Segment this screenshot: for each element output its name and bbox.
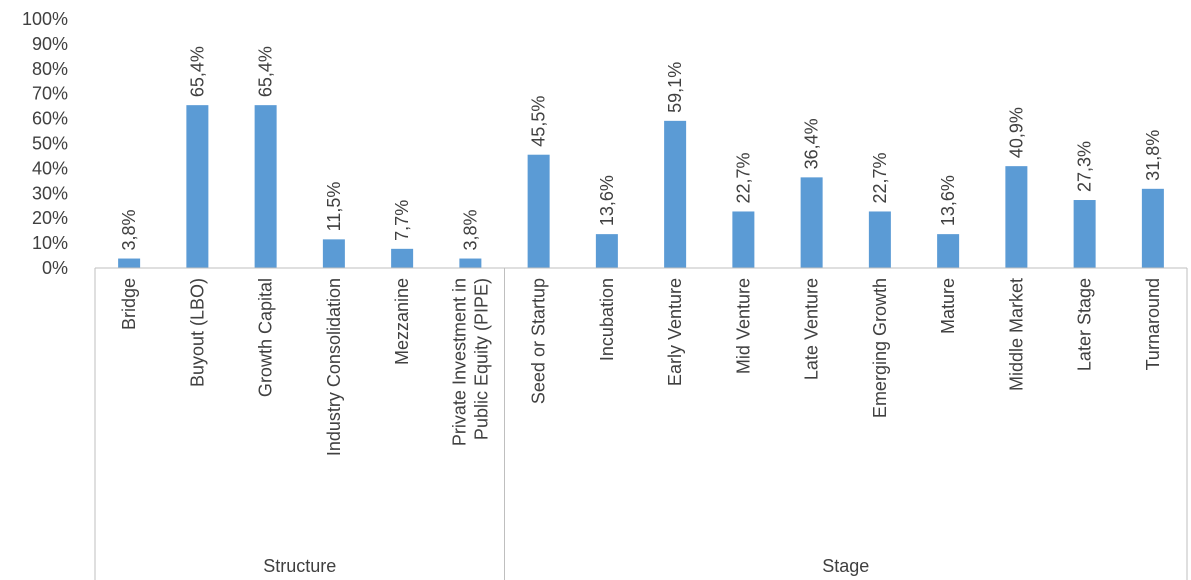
bar (1141, 188, 1164, 268)
data-label: 65,4% (256, 46, 276, 97)
y-tick-label: 90% (32, 34, 68, 54)
data-label: 45,5% (529, 96, 549, 147)
data-label: 22,7% (733, 152, 753, 203)
y-tick-label: 70% (32, 84, 68, 104)
group-labels: Structure Stage (263, 556, 869, 576)
category-label: Middle Market (1006, 278, 1026, 391)
data-label: 27,3% (1075, 141, 1095, 192)
y-tick-label: 100% (22, 9, 68, 29)
bar (937, 234, 960, 268)
data-label: 3,8% (460, 210, 480, 251)
category-label: Mature (938, 278, 958, 334)
y-tick-label: 20% (32, 208, 68, 228)
data-label: 13,6% (597, 175, 617, 226)
category-label: Seed or Startup (529, 278, 549, 404)
bar (186, 105, 209, 269)
category-label: Public Equity (PIPE) (471, 278, 491, 440)
category-label: Growth Capital (256, 278, 276, 397)
category-label: Early Venture (665, 278, 685, 386)
category-label: Turnaround (1143, 278, 1163, 370)
data-label: 13,6% (938, 175, 958, 226)
bar (118, 258, 141, 268)
bar (322, 239, 345, 268)
group-label: Structure (263, 556, 336, 576)
y-tick-label: 60% (32, 109, 68, 129)
data-label: 40,9% (1006, 107, 1026, 158)
category-label: Late Venture (802, 278, 822, 380)
category-label: Emerging Growth (870, 278, 890, 418)
y-tick-label: 10% (32, 233, 68, 253)
category-label: Later Stage (1075, 278, 1095, 371)
data-labels: 3,8% 65,4% 65,4% 11,5% 7,7% 3,8% 45,5% 13,6% 59,… (119, 46, 1163, 250)
bar (1073, 200, 1096, 268)
bar (732, 211, 755, 268)
y-axis: 0% 10% 20% 30% 40% 50% 60% 70% 80% 90% 100% (22, 9, 68, 278)
bar (664, 120, 687, 268)
data-label: 31,8% (1143, 130, 1163, 181)
y-tick-label: 50% (32, 134, 68, 154)
y-tick-label: 40% (32, 158, 68, 178)
category-labels: Bridge Buyout (LBO) Growth Capital Industry… (119, 278, 1163, 456)
data-label: 65,4% (187, 46, 207, 97)
data-label: 11,5% (324, 182, 344, 232)
category-label: Private Investment in (449, 278, 469, 446)
bars (118, 105, 1164, 269)
data-label: 22,7% (870, 152, 890, 203)
bar (391, 248, 414, 268)
y-tick-label: 30% (32, 183, 68, 203)
data-label: 59,1% (665, 62, 685, 113)
bar (1005, 166, 1028, 268)
category-label: Incubation (597, 278, 617, 361)
bar (527, 154, 550, 268)
bar (254, 105, 277, 269)
category-label: Mid Venture (733, 278, 753, 374)
bar (800, 177, 823, 268)
bar (459, 258, 482, 268)
y-tick-label: 80% (32, 59, 68, 79)
category-label: Mezzanine (392, 278, 412, 365)
data-label: 7,7% (392, 200, 412, 241)
category-label: Industry Consolidation (324, 278, 344, 456)
data-label: 36,4% (802, 118, 822, 169)
category-label: Bridge (119, 278, 139, 330)
y-tick-label: 0% (42, 258, 68, 278)
group-label: Stage (822, 556, 869, 576)
bar (595, 234, 618, 268)
bar (868, 211, 891, 268)
data-label: 3,8% (119, 210, 139, 251)
category-label: Buyout (LBO) (187, 278, 207, 387)
x-axis (94, 267, 1188, 580)
